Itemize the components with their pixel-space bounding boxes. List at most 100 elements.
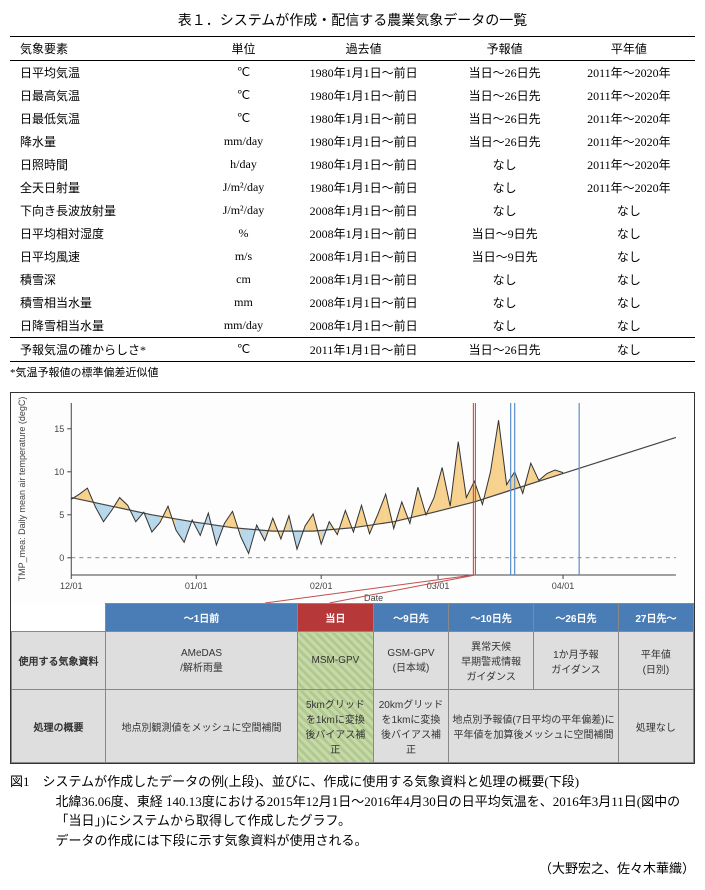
table-row: 日降雪相当水量mm/day2008年1月1日～前日なしなし (10, 314, 695, 338)
credit: （大野宏之、佐々木華織） (10, 858, 695, 877)
period-header: ～9日先 (373, 604, 449, 632)
processing-cell: 20kmグリッドを1kmに変換後バイアス補正 (373, 690, 449, 763)
table-row: 日平均風速m/s2008年1月1日～前日当日～9日先なし (10, 245, 695, 268)
row-label: 使用する気象資料 (12, 632, 106, 690)
svg-text:01/01: 01/01 (185, 581, 208, 591)
table-cell: なし (563, 314, 695, 338)
table-cell: % (206, 222, 280, 245)
table-cell: 1980年1月1日～前日 (281, 130, 447, 153)
table-cell: 2008年1月1日～前日 (281, 314, 447, 338)
table-cell: 当日～26日先 (447, 61, 563, 85)
table-row: 日平均気温℃1980年1月1日～前日当日～26日先2011年～2020年 (10, 61, 695, 85)
table-row: 日照時間h/day1980年1月1日～前日なし2011年～2020年 (10, 153, 695, 176)
table-cell: 1980年1月1日～前日 (281, 61, 447, 85)
table-row: 降水量mm/day1980年1月1日～前日当日～26日先2011年～2020年 (10, 130, 695, 153)
svg-text:TMP_mea: Daily mean air temper: TMP_mea: Daily mean air temperature (deg… (17, 397, 27, 582)
source-cell: AMeDAS/解析雨量 (105, 632, 297, 690)
table-cell: なし (447, 291, 563, 314)
svg-text:12/01: 12/01 (60, 581, 83, 591)
source-cell: 平年値(日別) (618, 632, 693, 690)
table-cell: なし (447, 176, 563, 199)
source-cell: 1か月予報ガイダンス (534, 632, 619, 690)
table-footnote: *気温予報値の標準偏差近似値 (10, 364, 695, 380)
table-cell: mm/day (206, 130, 280, 153)
processing-cell: 地点別観測値をメッシュに空間補間 (105, 690, 297, 763)
table-cell: なし (447, 268, 563, 291)
table-cell: なし (563, 291, 695, 314)
table-cell: 日最低気温 (10, 107, 206, 130)
table-cell: なし (563, 268, 695, 291)
table-cell: mm/day (206, 314, 280, 338)
row-label: 処理の概要 (12, 690, 106, 763)
table-row: 全天日射量J/m²/day1980年1月1日～前日なし2011年～2020年 (10, 176, 695, 199)
column-header: 予報値 (447, 37, 563, 61)
figcap-title: 図1 システムが作成したデータの例(上段)、並びに、作成に使用する気象資料と処理… (10, 772, 695, 792)
processing-cell: 処理なし (618, 690, 693, 763)
table-cell: 日照時間 (10, 153, 206, 176)
table-cell: 1980年1月1日～前日 (281, 176, 447, 199)
timeline-blank (12, 604, 106, 632)
period-header: ～1日前 (105, 604, 297, 632)
table-cell: ℃ (206, 61, 280, 85)
chart-area: 05101512/0101/0102/0103/0104/01DateTMP_m… (11, 393, 694, 603)
table-cell: 2011年～2020年 (563, 153, 695, 176)
figure-box: 05101512/0101/0102/0103/0104/01DateTMP_m… (10, 392, 695, 764)
table-cell: 日平均相対湿度 (10, 222, 206, 245)
svg-text:04/01: 04/01 (552, 581, 575, 591)
table-cell: m/s (206, 245, 280, 268)
table-cell: 1980年1月1日～前日 (281, 84, 447, 107)
table-row: 積雪相当水量mm2008年1月1日～前日なしなし (10, 291, 695, 314)
table-title: 表１．システムが作成・配信する農業気象データの一覧 (10, 10, 695, 30)
table-cell: ℃ (206, 84, 280, 107)
column-header: 過去値 (281, 37, 447, 61)
source-cell: GSM-GPV(日本域) (373, 632, 449, 690)
processing-cell: 5kmグリッドを1kmに変換後バイアス補正 (298, 690, 374, 763)
table-cell: J/m²/day (206, 199, 280, 222)
table-cell: 当日～26日先 (447, 84, 563, 107)
table-row: 下向き長波放射量J/m²/day2008年1月1日～前日なしなし (10, 199, 695, 222)
table-cell: J/m²/day (206, 176, 280, 199)
table-cell: 2011年～2020年 (563, 84, 695, 107)
period-header: 27日先～ (618, 604, 693, 632)
processing-cell: 地点別予報値(7日平均の平年偏差)に平年値を加算後メッシュに空間補間 (449, 690, 619, 763)
figcap-body2: データの作成には下段に示す気象資料が使用される。 (10, 831, 695, 851)
table-cell: 2008年1月1日～前日 (281, 199, 447, 222)
data-table: 気象要素単位過去値予報値平年値 日平均気温℃1980年1月1日～前日当日～26日… (10, 36, 695, 362)
column-header: 気象要素 (10, 37, 206, 61)
table-cell: 2008年1月1日～前日 (281, 291, 447, 314)
table-cell: 1980年1月1日～前日 (281, 107, 447, 130)
svg-text:15: 15 (54, 424, 64, 434)
table-cell: 2011年～2020年 (563, 176, 695, 199)
table-cell: 日最高気温 (10, 84, 206, 107)
column-header: 単位 (206, 37, 280, 61)
table-cell: なし (563, 199, 695, 222)
table-row: 予報気温の確からしさ*℃2011年1月1日～前日当日～26日先なし (10, 338, 695, 362)
table-cell: 当日～9日先 (447, 222, 563, 245)
table-cell: 2008年1月1日～前日 (281, 245, 447, 268)
table-cell: h/day (206, 153, 280, 176)
period-header: 当日 (298, 604, 374, 632)
table-row: 積雪深cm2008年1月1日～前日なしなし (10, 268, 695, 291)
table-cell: 積雪相当水量 (10, 291, 206, 314)
table-cell: 1980年1月1日～前日 (281, 153, 447, 176)
table-cell: なし (563, 222, 695, 245)
table-cell: なし (563, 245, 695, 268)
table-cell: 当日～9日先 (447, 245, 563, 268)
table-cell: なし (447, 314, 563, 338)
period-header: ～10日先 (449, 604, 534, 632)
table-row: 日最低気温℃1980年1月1日～前日当日～26日先2011年～2020年 (10, 107, 695, 130)
svg-text:5: 5 (59, 510, 64, 520)
column-header: 平年値 (563, 37, 695, 61)
source-cell: 異常天候早期警戒情報ガイダンス (449, 632, 534, 690)
table-cell: ℃ (206, 107, 280, 130)
figure-caption: 図1 システムが作成したデータの例(上段)、並びに、作成に使用する気象資料と処理… (10, 772, 695, 850)
svg-text:0: 0 (59, 553, 64, 563)
table-cell: 2011年1月1日～前日 (281, 338, 447, 362)
table-cell: 2008年1月1日～前日 (281, 222, 447, 245)
table-cell: なし (563, 338, 695, 362)
table-cell: なし (447, 153, 563, 176)
table-cell: 全天日射量 (10, 176, 206, 199)
table-cell: mm (206, 291, 280, 314)
svg-text:02/01: 02/01 (310, 581, 333, 591)
period-header: ～26日先 (534, 604, 619, 632)
